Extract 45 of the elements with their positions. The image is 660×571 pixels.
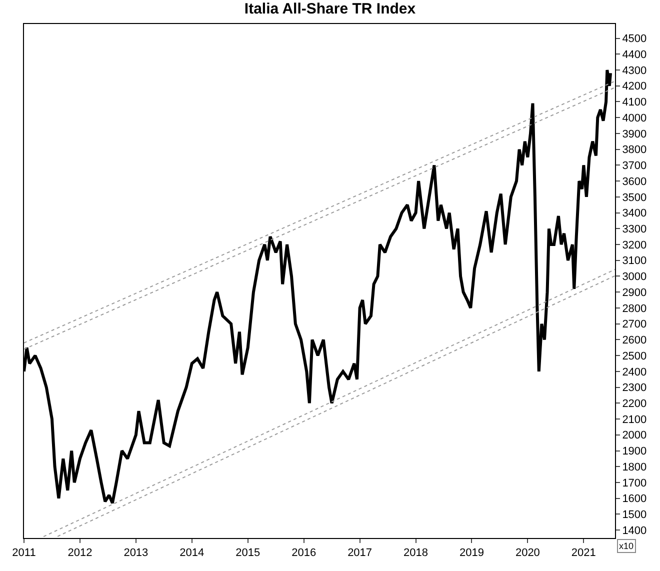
y-tick-label: 3000 [622, 271, 647, 284]
y-tick-label: 1400 [622, 524, 647, 537]
y-tick-label: 2600 [622, 334, 647, 347]
y-tick-label: 2300 [622, 382, 647, 394]
y-tick-label: 2900 [622, 286, 647, 299]
y-tick-label: 3400 [622, 208, 647, 220]
y-tick-label: 2400 [622, 366, 647, 378]
y-tick-label: 1900 [622, 446, 647, 458]
y-tick-label: 3800 [622, 144, 647, 156]
x-tick-label: 2014 [180, 547, 204, 560]
y-tick-label: 3900 [622, 128, 647, 140]
y-tick-label: 3100 [622, 255, 647, 268]
x-tick-label: 2013 [124, 547, 148, 560]
x-tick-label: 2019 [459, 547, 484, 560]
x-tick-label: 2016 [292, 547, 316, 560]
y-tick-label: 4200 [622, 80, 647, 93]
x-tick-label: 2011 [12, 547, 36, 560]
x-tick-label: 2015 [236, 547, 260, 560]
y-tick-label: 3300 [622, 224, 647, 236]
chart-title: Italia All-Share TR Index [244, 0, 416, 18]
y-tick-label: 2700 [622, 318, 647, 331]
x-tick-label: 2020 [515, 547, 540, 560]
y-tick-label: 4400 [622, 48, 647, 61]
y-tick-label: 4100 [622, 96, 647, 109]
y-tick-label: 3500 [622, 192, 647, 204]
y-tick-label: 1700 [622, 477, 647, 490]
y-tick-label: 3200 [622, 239, 647, 252]
text: x10 [619, 541, 634, 551]
x-tick-label: 2017 [348, 547, 372, 560]
y-tick-label: 4300 [622, 64, 647, 77]
y-tick-label: 2200 [622, 398, 647, 410]
x-tick-label: 2021 [571, 547, 596, 560]
y-tick-label: 3700 [622, 160, 647, 172]
y-tick-label: 2000 [622, 430, 647, 442]
x-tick-label: 2018 [404, 547, 428, 560]
y-tick-label: 1500 [622, 509, 647, 522]
y-tick-label: 4500 [622, 33, 647, 46]
y-tick-label: 4000 [622, 112, 647, 124]
y-tick-label: 1800 [622, 461, 647, 474]
y-tick-label: 3600 [622, 176, 647, 188]
y-tick-label: 2100 [622, 414, 647, 426]
y-tick-label: 2800 [622, 302, 647, 315]
y-tick-label: 1600 [622, 493, 647, 506]
y-tick-label: 2500 [622, 350, 647, 362]
x-tick-label: 2012 [68, 547, 92, 560]
